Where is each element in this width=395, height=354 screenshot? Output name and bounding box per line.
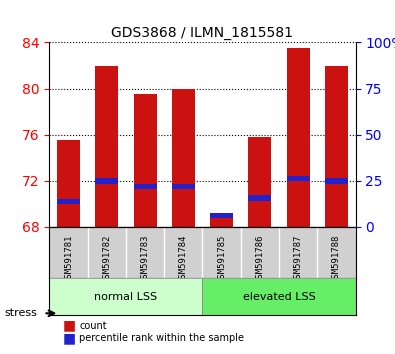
Bar [95,178,118,184]
Text: GSM591788: GSM591788 [332,235,341,283]
Text: stress: stress [4,308,37,318]
Text: ■: ■ [63,331,76,345]
Bar [95,65,118,227]
Bar [210,212,233,218]
Text: GSM591782: GSM591782 [102,235,111,283]
Text: GSM591784: GSM591784 [179,235,188,283]
Bar [134,95,156,227]
Bar [287,48,310,227]
Text: GSM591781: GSM591781 [64,235,73,283]
Bar [248,137,271,227]
Bar [248,195,271,201]
Bar [49,278,202,315]
Text: ■: ■ [63,319,76,333]
Text: GSM591786: GSM591786 [255,235,264,283]
Bar [287,176,310,181]
Bar [325,65,348,227]
Bar [57,199,80,205]
Bar [57,141,80,227]
Bar [172,184,195,189]
Text: GSM591787: GSM591787 [293,235,303,283]
Bar [172,88,195,227]
Text: GSM591783: GSM591783 [141,235,150,283]
Text: percentile rank within the sample: percentile rank within the sample [79,333,244,343]
Text: elevated LSS: elevated LSS [243,292,315,302]
Title: GDS3868 / ILMN_1815581: GDS3868 / ILMN_1815581 [111,26,293,40]
Bar [210,215,233,227]
Bar [134,184,156,189]
Text: count: count [79,321,107,331]
Text: normal LSS: normal LSS [94,292,158,302]
Bar [202,278,356,315]
Bar [325,178,348,184]
Text: GSM591785: GSM591785 [217,235,226,283]
